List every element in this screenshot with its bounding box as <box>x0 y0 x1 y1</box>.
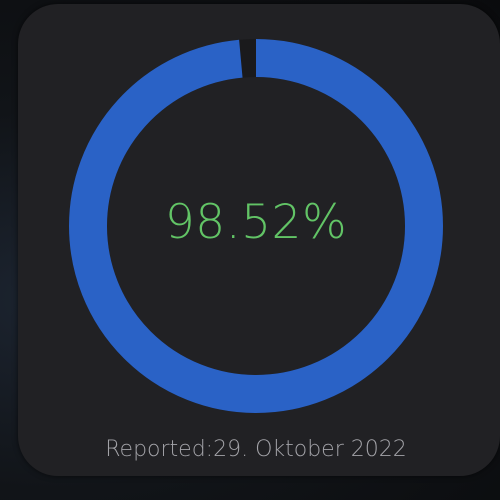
reported-line: Reported:29. Oktober 2022 <box>18 437 494 462</box>
reported-label: Reported: <box>105 437 214 462</box>
progress-ring-arc <box>69 39 443 413</box>
progress-value: 98.52% <box>164 195 348 250</box>
reported-date: 29. Oktober 2022 <box>213 437 407 462</box>
